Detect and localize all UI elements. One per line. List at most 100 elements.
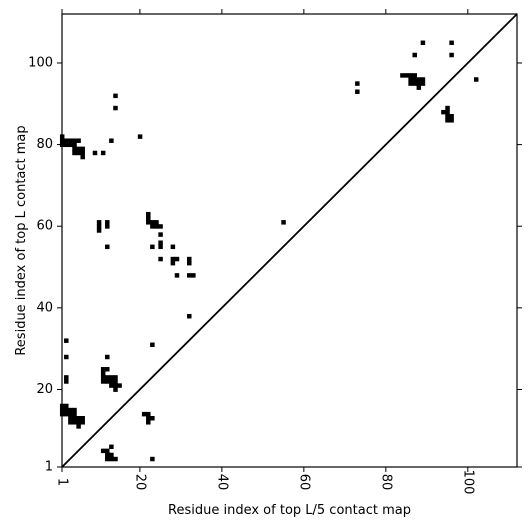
contact-cell <box>281 220 286 225</box>
x-axis-ticks: 1 20 40 60 80 100 <box>55 9 475 494</box>
contact-cell <box>473 77 479 82</box>
contact-cell <box>412 81 417 86</box>
contact-cell <box>72 411 77 417</box>
contact-cell <box>412 52 417 58</box>
contact-cell <box>404 73 409 78</box>
contact-cell <box>72 407 77 413</box>
contact-cell <box>64 407 69 413</box>
contact-cell <box>449 52 454 58</box>
contact-cell <box>76 415 81 421</box>
contact-cell <box>449 118 454 123</box>
contact-cell <box>154 224 159 229</box>
contact-cell <box>146 415 151 421</box>
contact-cell <box>100 448 106 454</box>
contact-cell <box>80 150 85 156</box>
contact-cell <box>76 138 81 143</box>
contact-cell <box>76 424 81 429</box>
contact-cell <box>416 77 422 82</box>
contact-cell <box>105 375 110 380</box>
contact-cell <box>187 260 192 266</box>
contact-cell <box>445 109 450 115</box>
contact-cell <box>408 81 413 86</box>
contact-cell <box>105 244 110 250</box>
contact-cell <box>96 220 102 225</box>
contact-cell <box>150 224 155 229</box>
contact-cell <box>416 85 422 90</box>
contact-cell <box>68 415 73 421</box>
contact-cell <box>105 367 110 372</box>
contact-cell <box>416 81 422 86</box>
contact-cell <box>408 73 413 78</box>
contact-cell <box>68 407 73 413</box>
contact-cell <box>64 354 69 360</box>
contact-cell <box>449 113 454 119</box>
contact-cell <box>64 138 69 143</box>
y-tick-label: 40 <box>36 300 53 315</box>
contact-cell <box>187 313 192 319</box>
contact-cell <box>412 77 417 82</box>
contact-cell <box>109 444 114 450</box>
contact-cell <box>109 138 114 143</box>
contact-cell <box>105 354 110 360</box>
contact-cell <box>420 40 426 46</box>
contact-cell <box>420 81 426 86</box>
contact-cell <box>113 375 118 380</box>
contact-cell <box>158 224 163 229</box>
contact-cell <box>158 240 163 245</box>
contact-cell <box>105 448 110 454</box>
contact-cell <box>408 77 413 82</box>
contact-cell <box>146 216 151 221</box>
contact-cell <box>420 77 426 82</box>
contact-cell <box>64 403 69 409</box>
plot-frame <box>61 13 518 468</box>
contact-cell <box>400 73 405 78</box>
contact-cell <box>113 387 118 392</box>
contact-cell <box>445 118 450 123</box>
contact-cell <box>76 150 81 156</box>
y-tick-label: 100 <box>28 55 53 70</box>
contact-cell <box>150 220 155 225</box>
contact-cell <box>170 244 176 250</box>
contact-cell <box>68 420 73 425</box>
contact-cell <box>72 146 77 152</box>
contact-cell <box>105 452 110 458</box>
contact-cell <box>170 256 176 262</box>
x-tick-label: 20 <box>132 474 147 491</box>
contact-cell <box>72 138 77 143</box>
y-tick-label: 20 <box>36 382 53 397</box>
contact-cell <box>174 273 180 278</box>
contact-cell <box>150 415 155 421</box>
y-axis-label: Residue index of top L contact map <box>14 125 29 355</box>
contact-cell <box>109 375 114 380</box>
contact-cell <box>96 228 102 233</box>
y-tick-label: 60 <box>36 219 53 234</box>
contact-cell <box>105 220 110 225</box>
x-axis-label: Residue index of top L/5 contact map <box>168 503 411 518</box>
contact-cell <box>72 142 77 148</box>
contact-cell <box>113 383 118 388</box>
contact-cell <box>76 146 81 152</box>
contact-cell <box>68 138 73 143</box>
diagonal-line <box>61 13 518 468</box>
contact-cell <box>100 375 106 380</box>
contact-cell <box>96 224 102 229</box>
x-tick-label: 1 <box>55 478 70 486</box>
contact-cell <box>141 411 147 417</box>
contact-cell <box>68 411 73 417</box>
contact-cell <box>117 383 122 388</box>
contact-cells <box>59 40 479 462</box>
contact-cell <box>170 260 176 266</box>
contact-cell <box>100 371 106 376</box>
contact-cell <box>76 420 81 425</box>
contact-cell <box>154 220 159 225</box>
contact-cell <box>80 154 85 160</box>
contact-cell <box>187 273 192 278</box>
contact-cell <box>137 134 143 139</box>
contact-cell <box>80 415 85 421</box>
contact-cell <box>150 342 155 348</box>
contact-cell <box>64 338 69 343</box>
contact-cell <box>113 93 118 99</box>
contact-cell <box>412 73 417 78</box>
contact-cell <box>105 456 110 462</box>
